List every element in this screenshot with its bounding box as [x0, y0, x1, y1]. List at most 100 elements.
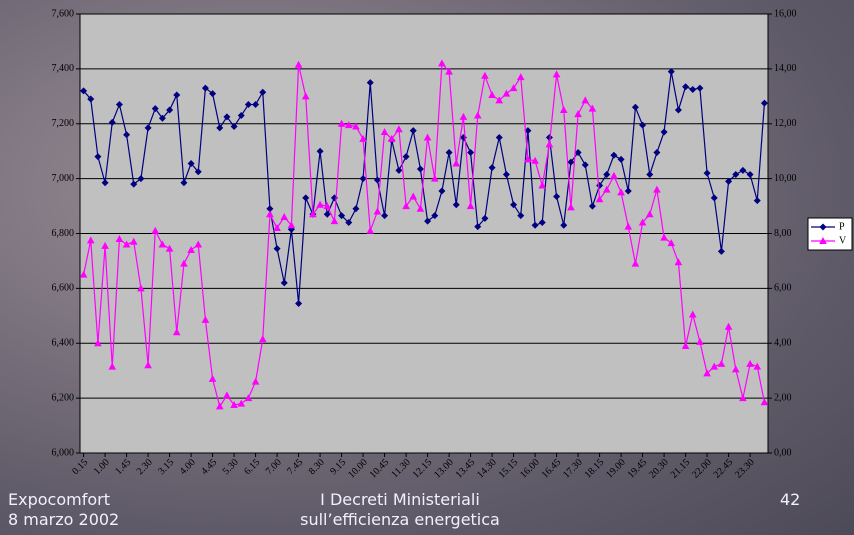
data-point	[481, 71, 489, 79]
data-point	[473, 111, 482, 119]
data-point	[301, 92, 310, 100]
footer-text: I Decreti Ministeriali	[320, 490, 480, 509]
legend-label: P	[839, 221, 845, 232]
data-point	[273, 245, 281, 253]
data-point	[294, 60, 303, 68]
y-tick-label: 6,600	[52, 283, 75, 294]
data-point	[624, 222, 633, 230]
data-point	[819, 223, 827, 231]
y-tick-label: 6,200	[52, 392, 75, 403]
data-point	[645, 210, 654, 218]
data-point	[123, 131, 131, 139]
data-point	[373, 207, 382, 215]
y2-tick-label: 12,00	[774, 118, 797, 129]
data-point	[101, 179, 109, 187]
data-point	[696, 84, 704, 92]
data-point	[488, 164, 496, 172]
x-tick-label: 22.45	[712, 457, 736, 481]
x-tick-label: 19.45	[626, 457, 650, 481]
x-tick-label: 17.30	[561, 457, 585, 481]
data-point	[631, 103, 639, 111]
data-point	[187, 245, 195, 253]
data-point	[760, 398, 769, 406]
data-point	[352, 122, 360, 130]
data-point	[445, 67, 453, 75]
x-tick-label: 1.00	[92, 457, 112, 477]
data-point	[194, 240, 203, 248]
data-point	[753, 362, 762, 370]
data-point	[387, 134, 396, 142]
data-point	[251, 377, 260, 385]
x-tick-label: 5.30	[221, 457, 241, 477]
data-point	[287, 221, 296, 229]
x-tick-label: 2.30	[135, 457, 155, 477]
x-tick-label: 10.45	[368, 457, 392, 481]
data-point	[459, 112, 468, 120]
data-point	[674, 258, 683, 266]
data-point	[639, 121, 647, 129]
data-point	[689, 85, 697, 93]
x-tick-label: 22.00	[690, 457, 714, 481]
data-point	[94, 339, 102, 347]
data-point	[244, 101, 252, 109]
data-point	[467, 149, 475, 157]
data-point	[545, 140, 554, 148]
data-point	[395, 166, 403, 174]
data-point	[359, 134, 367, 142]
data-point	[122, 240, 131, 248]
data-point	[137, 175, 145, 183]
data-point	[595, 195, 604, 203]
data-point	[452, 159, 461, 167]
data-point	[94, 153, 102, 161]
data-point	[108, 118, 116, 126]
data-point	[524, 155, 532, 163]
x-tick-label: 16.45	[540, 457, 564, 481]
data-point	[395, 125, 403, 133]
data-point	[87, 95, 95, 103]
data-point	[510, 201, 518, 209]
data-point	[216, 124, 224, 132]
data-point	[574, 149, 582, 157]
data-point	[481, 214, 489, 222]
data-point	[560, 221, 568, 229]
data-point	[667, 239, 676, 247]
data-point	[366, 226, 375, 234]
data-point	[574, 110, 582, 118]
data-point	[552, 70, 561, 78]
y2-tick-label: 16,00	[774, 8, 797, 19]
x-tick-label: 12.15	[411, 457, 435, 481]
data-point	[86, 236, 95, 244]
y-tick-label: 6,000	[52, 447, 75, 458]
data-point	[438, 187, 446, 195]
data-point	[180, 179, 188, 187]
data-point	[208, 374, 217, 382]
data-point	[717, 247, 725, 255]
data-point	[488, 90, 496, 98]
data-point	[166, 106, 174, 114]
data-point	[466, 202, 475, 210]
data-point	[638, 218, 647, 226]
data-point	[244, 394, 253, 402]
x-tick-label: 4.00	[178, 457, 198, 477]
data-point	[380, 127, 389, 135]
y2-tick-label: 14,00	[774, 63, 797, 74]
x-tick-label: 8.30	[307, 457, 327, 477]
legend	[807, 217, 853, 251]
data-point	[753, 197, 761, 205]
data-point	[151, 226, 160, 234]
data-point	[624, 187, 632, 195]
data-point	[309, 210, 317, 218]
y2-tick-label: 6,00	[774, 283, 792, 294]
data-point	[509, 84, 518, 92]
data-point	[344, 121, 353, 129]
data-point	[431, 212, 439, 220]
data-point	[424, 217, 432, 225]
y2-tick-label: 0,00	[774, 447, 792, 458]
data-point	[739, 394, 747, 402]
data-point	[258, 335, 267, 343]
data-point	[80, 87, 88, 95]
data-point	[646, 171, 654, 179]
data-point	[223, 391, 231, 399]
data-point	[230, 400, 238, 408]
